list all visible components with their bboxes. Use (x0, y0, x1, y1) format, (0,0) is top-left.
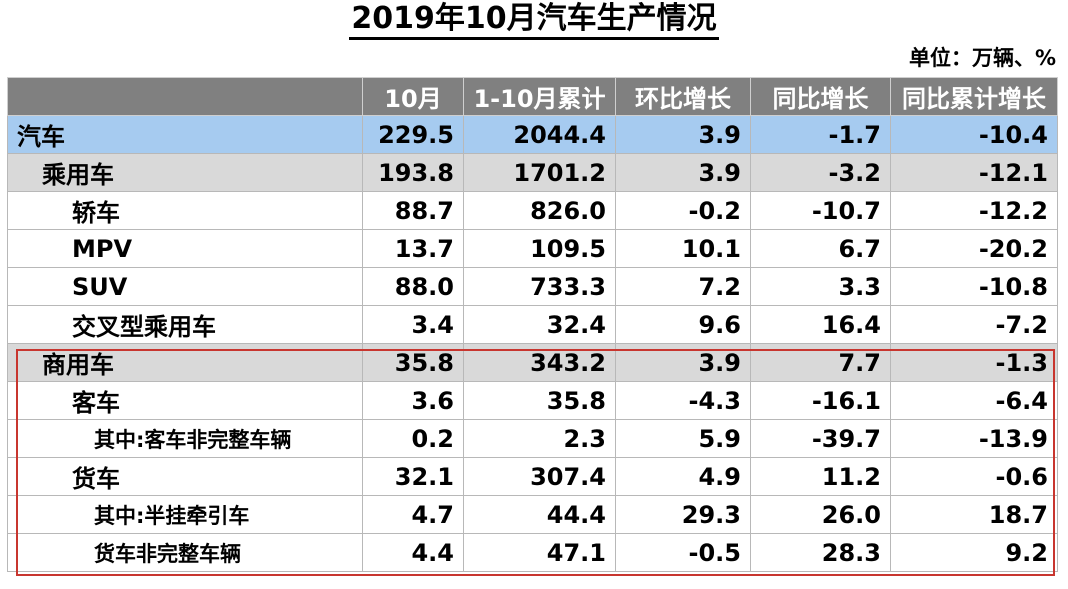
cell-value: 7.7 (750, 343, 891, 382)
cell-value: -6.4 (890, 381, 1058, 420)
cell-value: -0.2 (615, 191, 751, 230)
table-row: 货车非完整车辆 4.4 47.1 -0.5 28.3 9.2 (7, 533, 1058, 572)
row-label: 轿车 (7, 191, 363, 230)
cell-value: 18.7 (890, 495, 1058, 534)
cell-value: 307.4 (463, 457, 616, 496)
row-label: 交叉型乘用车 (7, 305, 363, 344)
cell-value: -10.7 (750, 191, 891, 230)
cell-value: 229.5 (362, 115, 464, 154)
cell-value: -20.2 (890, 229, 1058, 268)
cell-value: 26.0 (750, 495, 891, 534)
header-cell-yoy-growth: 同比增长 (750, 77, 891, 116)
row-label: 客车 (7, 381, 363, 420)
header-cell-cumulative: 1-10月累计 (463, 77, 616, 116)
cell-value: 6.7 (750, 229, 891, 268)
cell-value: 3.9 (615, 153, 751, 192)
cell-value: -10.8 (890, 267, 1058, 306)
cell-value: 16.4 (750, 305, 891, 344)
cell-value: 9.2 (890, 533, 1058, 572)
cell-value: 193.8 (362, 153, 464, 192)
cell-value: 3.9 (615, 343, 751, 382)
header-cell-yoy-cumulative-growth: 同比累计增长 (890, 77, 1058, 116)
table-row: 交叉型乘用车 3.4 32.4 9.6 16.4 -7.2 (7, 305, 1058, 344)
table-row: SUV 88.0 733.3 7.2 3.3 -10.8 (7, 267, 1058, 306)
cell-value: 5.9 (615, 419, 751, 458)
cell-value: 32.1 (362, 457, 464, 496)
cell-value: -1.7 (750, 115, 891, 154)
cell-value: -13.9 (890, 419, 1058, 458)
cell-value: -39.7 (750, 419, 891, 458)
cell-value: -12.1 (890, 153, 1058, 192)
cell-value: 2044.4 (463, 115, 616, 154)
cell-value: 35.8 (463, 381, 616, 420)
cell-value: 10.1 (615, 229, 751, 268)
header-cell-month: 10月 (362, 77, 464, 116)
cell-value: 13.7 (362, 229, 464, 268)
production-table: 10月 1-10月累计 环比增长 同比增长 同比累计增长 汽车 229.5 20… (7, 77, 1058, 572)
header-row: 10月 1-10月累计 环比增长 同比增长 同比累计增长 (7, 77, 1058, 116)
cell-value: 11.2 (750, 457, 891, 496)
cell-value: 44.4 (463, 495, 616, 534)
table-row: 其中:客车非完整车辆 0.2 2.3 5.9 -39.7 -13.9 (7, 419, 1058, 458)
cell-value: -12.2 (890, 191, 1058, 230)
cell-value: 4.9 (615, 457, 751, 496)
cell-value: 343.2 (463, 343, 616, 382)
cell-value: -4.3 (615, 381, 751, 420)
row-label: MPV (7, 229, 363, 268)
cell-value: 4.7 (362, 495, 464, 534)
row-label: 其中:半挂牵引车 (7, 495, 363, 534)
cell-value: -7.2 (890, 305, 1058, 344)
table-row: 汽车 229.5 2044.4 3.9 -1.7 -10.4 (7, 115, 1058, 154)
table-row: MPV 13.7 109.5 10.1 6.7 -20.2 (7, 229, 1058, 268)
cell-value: 47.1 (463, 533, 616, 572)
table-row: 轿车 88.7 826.0 -0.2 -10.7 -12.2 (7, 191, 1058, 230)
cell-value: 88.7 (362, 191, 464, 230)
cell-value: 9.6 (615, 305, 751, 344)
cell-value: 109.5 (463, 229, 616, 268)
cell-value: 32.4 (463, 305, 616, 344)
cell-value: 3.3 (750, 267, 891, 306)
cell-value: -0.6 (890, 457, 1058, 496)
table-row: 乘用车 193.8 1701.2 3.9 -3.2 -12.1 (7, 153, 1058, 192)
cell-value: 3.6 (362, 381, 464, 420)
page-title-text: 2019年10月汽车生产情况 (349, 1, 719, 40)
row-label: 汽车 (7, 115, 363, 154)
page-title: 2019年10月汽车生产情况 (0, 1, 1068, 40)
cell-value: 733.3 (463, 267, 616, 306)
cell-value: -1.3 (890, 343, 1058, 382)
cell-value: 1701.2 (463, 153, 616, 192)
header-cell-mom-growth: 环比增长 (615, 77, 751, 116)
row-label: 其中:客车非完整车辆 (7, 419, 363, 458)
cell-value: -16.1 (750, 381, 891, 420)
cell-value: 28.3 (750, 533, 891, 572)
table-row: 客车 3.6 35.8 -4.3 -16.1 -6.4 (7, 381, 1058, 420)
cell-value: 2.3 (463, 419, 616, 458)
table-row: 其中:半挂牵引车 4.7 44.4 29.3 26.0 18.7 (7, 495, 1058, 534)
cell-value: 29.3 (615, 495, 751, 534)
cell-value: 4.4 (362, 533, 464, 572)
row-label: SUV (7, 267, 363, 306)
cell-value: -10.4 (890, 115, 1058, 154)
row-label: 乘用车 (7, 153, 363, 192)
header-cell-category (7, 77, 363, 116)
cell-value: 88.0 (362, 267, 464, 306)
cell-value: 7.2 (615, 267, 751, 306)
cell-value: 3.9 (615, 115, 751, 154)
table-row: 货车 32.1 307.4 4.9 11.2 -0.6 (7, 457, 1058, 496)
unit-label: 单位：万辆、% (908, 46, 1056, 70)
cell-value: -0.5 (615, 533, 751, 572)
row-label: 商用车 (7, 343, 363, 382)
cell-value: 0.2 (362, 419, 464, 458)
cell-value: 3.4 (362, 305, 464, 344)
row-label: 货车 (7, 457, 363, 496)
cell-value: 35.8 (362, 343, 464, 382)
cell-value: -3.2 (750, 153, 891, 192)
row-label: 货车非完整车辆 (7, 533, 363, 572)
table-row: 商用车 35.8 343.2 3.9 7.7 -1.3 (7, 343, 1058, 382)
cell-value: 826.0 (463, 191, 616, 230)
